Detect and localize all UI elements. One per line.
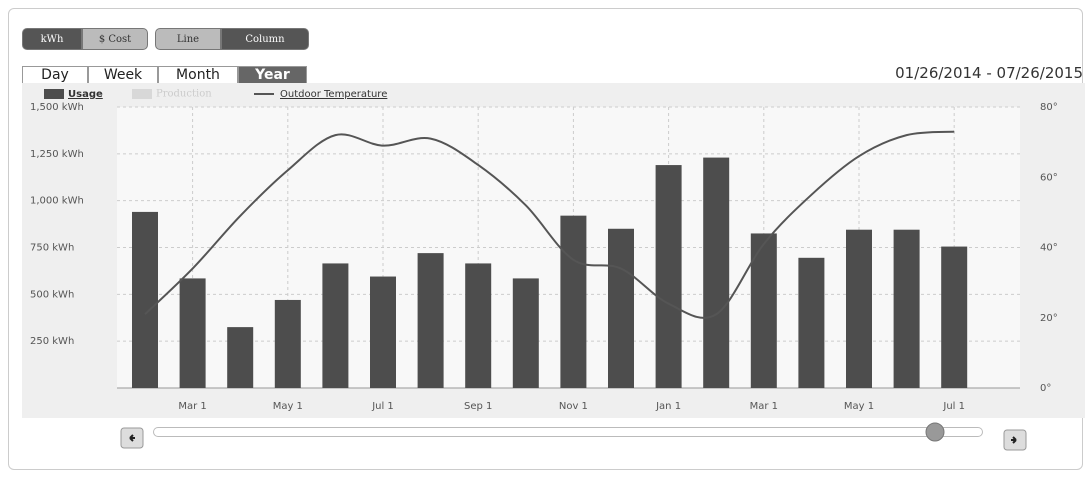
x-tick-label: Jul 1 [942,401,965,412]
y-tick-label: 500 kWh [30,289,74,300]
tab[interactable]: Month [158,66,238,83]
legend-label[interactable]: Usage [68,89,103,100]
y2-tick-label: 60° [1040,172,1058,183]
tab[interactable]: Week [88,66,158,83]
x-tick-label: May 1 [273,401,303,412]
bar [798,257,825,388]
x-tick-label: Mar 1 [178,401,206,412]
bar [132,211,158,388]
bar [512,278,539,388]
y2-tick-label: 20° [1040,313,1058,324]
temperature-line [144,130,955,319]
bar [750,233,777,388]
tab[interactable]: Year [238,66,307,83]
y2-tick-label: 40° [1040,243,1058,254]
bar [703,157,730,388]
bar [322,263,349,388]
bar [608,228,634,388]
bar [274,299,301,388]
y2-tick-label: 80° [1040,102,1058,113]
x-tick-label: Jul 1 [371,401,394,412]
y-tick-label: 1,000 kWh [30,196,84,207]
bar [370,276,396,388]
bar [560,215,587,388]
y2-tick-label: 0° [1040,383,1051,394]
arrow-icon [129,434,135,442]
y-tick-label: 250 kWh [30,336,74,347]
legend-label[interactable]: Outdoor Temperature [280,89,387,100]
x-tick-label: May 1 [844,401,874,412]
legend-swatch [44,89,64,99]
legend-label[interactable]: Production [156,89,212,100]
bar [655,165,682,388]
x-tick-label: Jan 1 [655,401,681,412]
y-tick-label: 1,500 kWh [30,102,84,113]
bar [227,327,254,388]
tab[interactable]: Day [22,66,88,83]
bar [417,253,444,388]
kwh-button[interactable]: kWh [22,28,82,50]
slider-handle[interactable] [925,422,945,442]
bar [465,263,492,388]
bar [893,229,920,388]
bar [179,278,206,388]
x-tick-label: Sep 1 [464,401,492,412]
legend-swatch [132,89,152,99]
date-range: 01/26/2014 - 07/26/2015 [895,64,1083,82]
x-tick-label: Mar 1 [750,401,778,412]
cost-button[interactable]: $ Cost [82,28,148,50]
arrow-icon [1011,436,1017,444]
line-button[interactable]: Line [155,28,221,50]
bar [846,229,872,388]
y-tick-label: 750 kWh [30,243,74,254]
column-button[interactable]: Column [221,28,309,50]
x-tick-label: Nov 1 [559,401,588,412]
bar [941,246,968,388]
y-tick-label: 1,250 kWh [30,149,84,160]
